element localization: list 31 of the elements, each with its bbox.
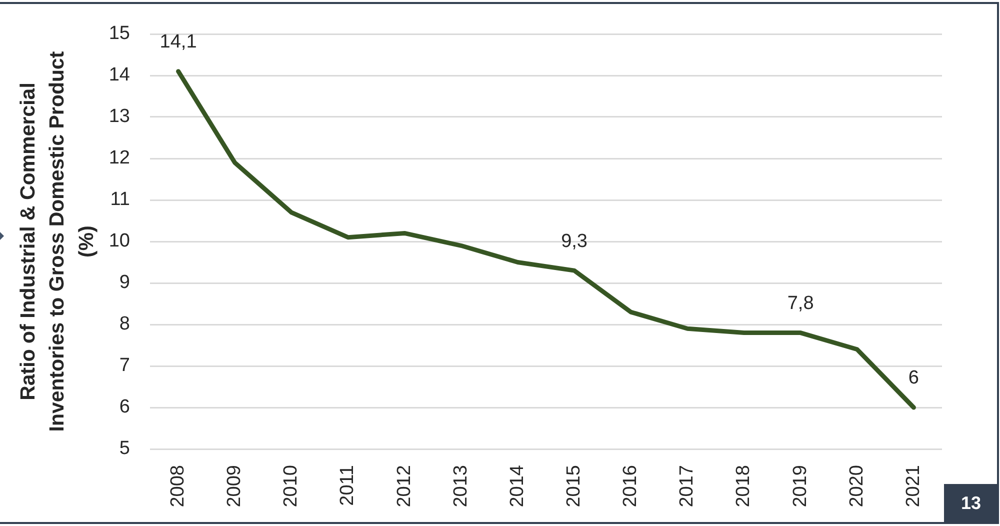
y-tick-label: 10 [108, 230, 130, 252]
y-tick-label: 11 [110, 189, 130, 210]
y-tick-label: 6 [119, 396, 130, 418]
x-tick-label: 2009 [224, 465, 246, 508]
x-tick-label: 2017 [676, 465, 698, 508]
data-label: 14,1 [160, 32, 197, 53]
x-tick-label: 2015 [564, 465, 585, 508]
x-tick-label: 2018 [733, 465, 754, 508]
y-tick-label: 9 [119, 272, 130, 294]
y-tick-label: 13 [108, 106, 130, 128]
x-tick-label: 2020 [846, 465, 868, 508]
data-label: 7,8 [787, 293, 814, 314]
y-tick-label: 12 [108, 148, 130, 169]
x-tick-label: 2014 [506, 464, 528, 508]
y-axis-title: Ratio of Industrial & Commercial Inventories to Gross Domestic Product (%) [16, 51, 98, 432]
x-tick-label: 2010 [280, 465, 302, 508]
text: 13 [944, 484, 998, 522]
x-tick-label: 2012 [394, 465, 415, 508]
data-label: 6 [908, 368, 920, 389]
x-tick-label: 2016 [620, 465, 642, 508]
x-tick-label: 2013 [450, 465, 472, 508]
x-tick-label: 2021 [902, 465, 924, 508]
y-tick-label: 5 [119, 438, 130, 460]
x-tick-label: 2011 [337, 465, 358, 506]
y-tick-label: 14 [108, 64, 130, 86]
x-tick-label: 2019 [790, 465, 811, 508]
y-tick-label: 15 [108, 23, 130, 44]
y-tick-label: 7 [119, 355, 130, 376]
data-label: 9,3 [561, 230, 588, 252]
y-tick-label: 8 [119, 314, 130, 335]
x-tick-label: 2008 [168, 465, 189, 508]
